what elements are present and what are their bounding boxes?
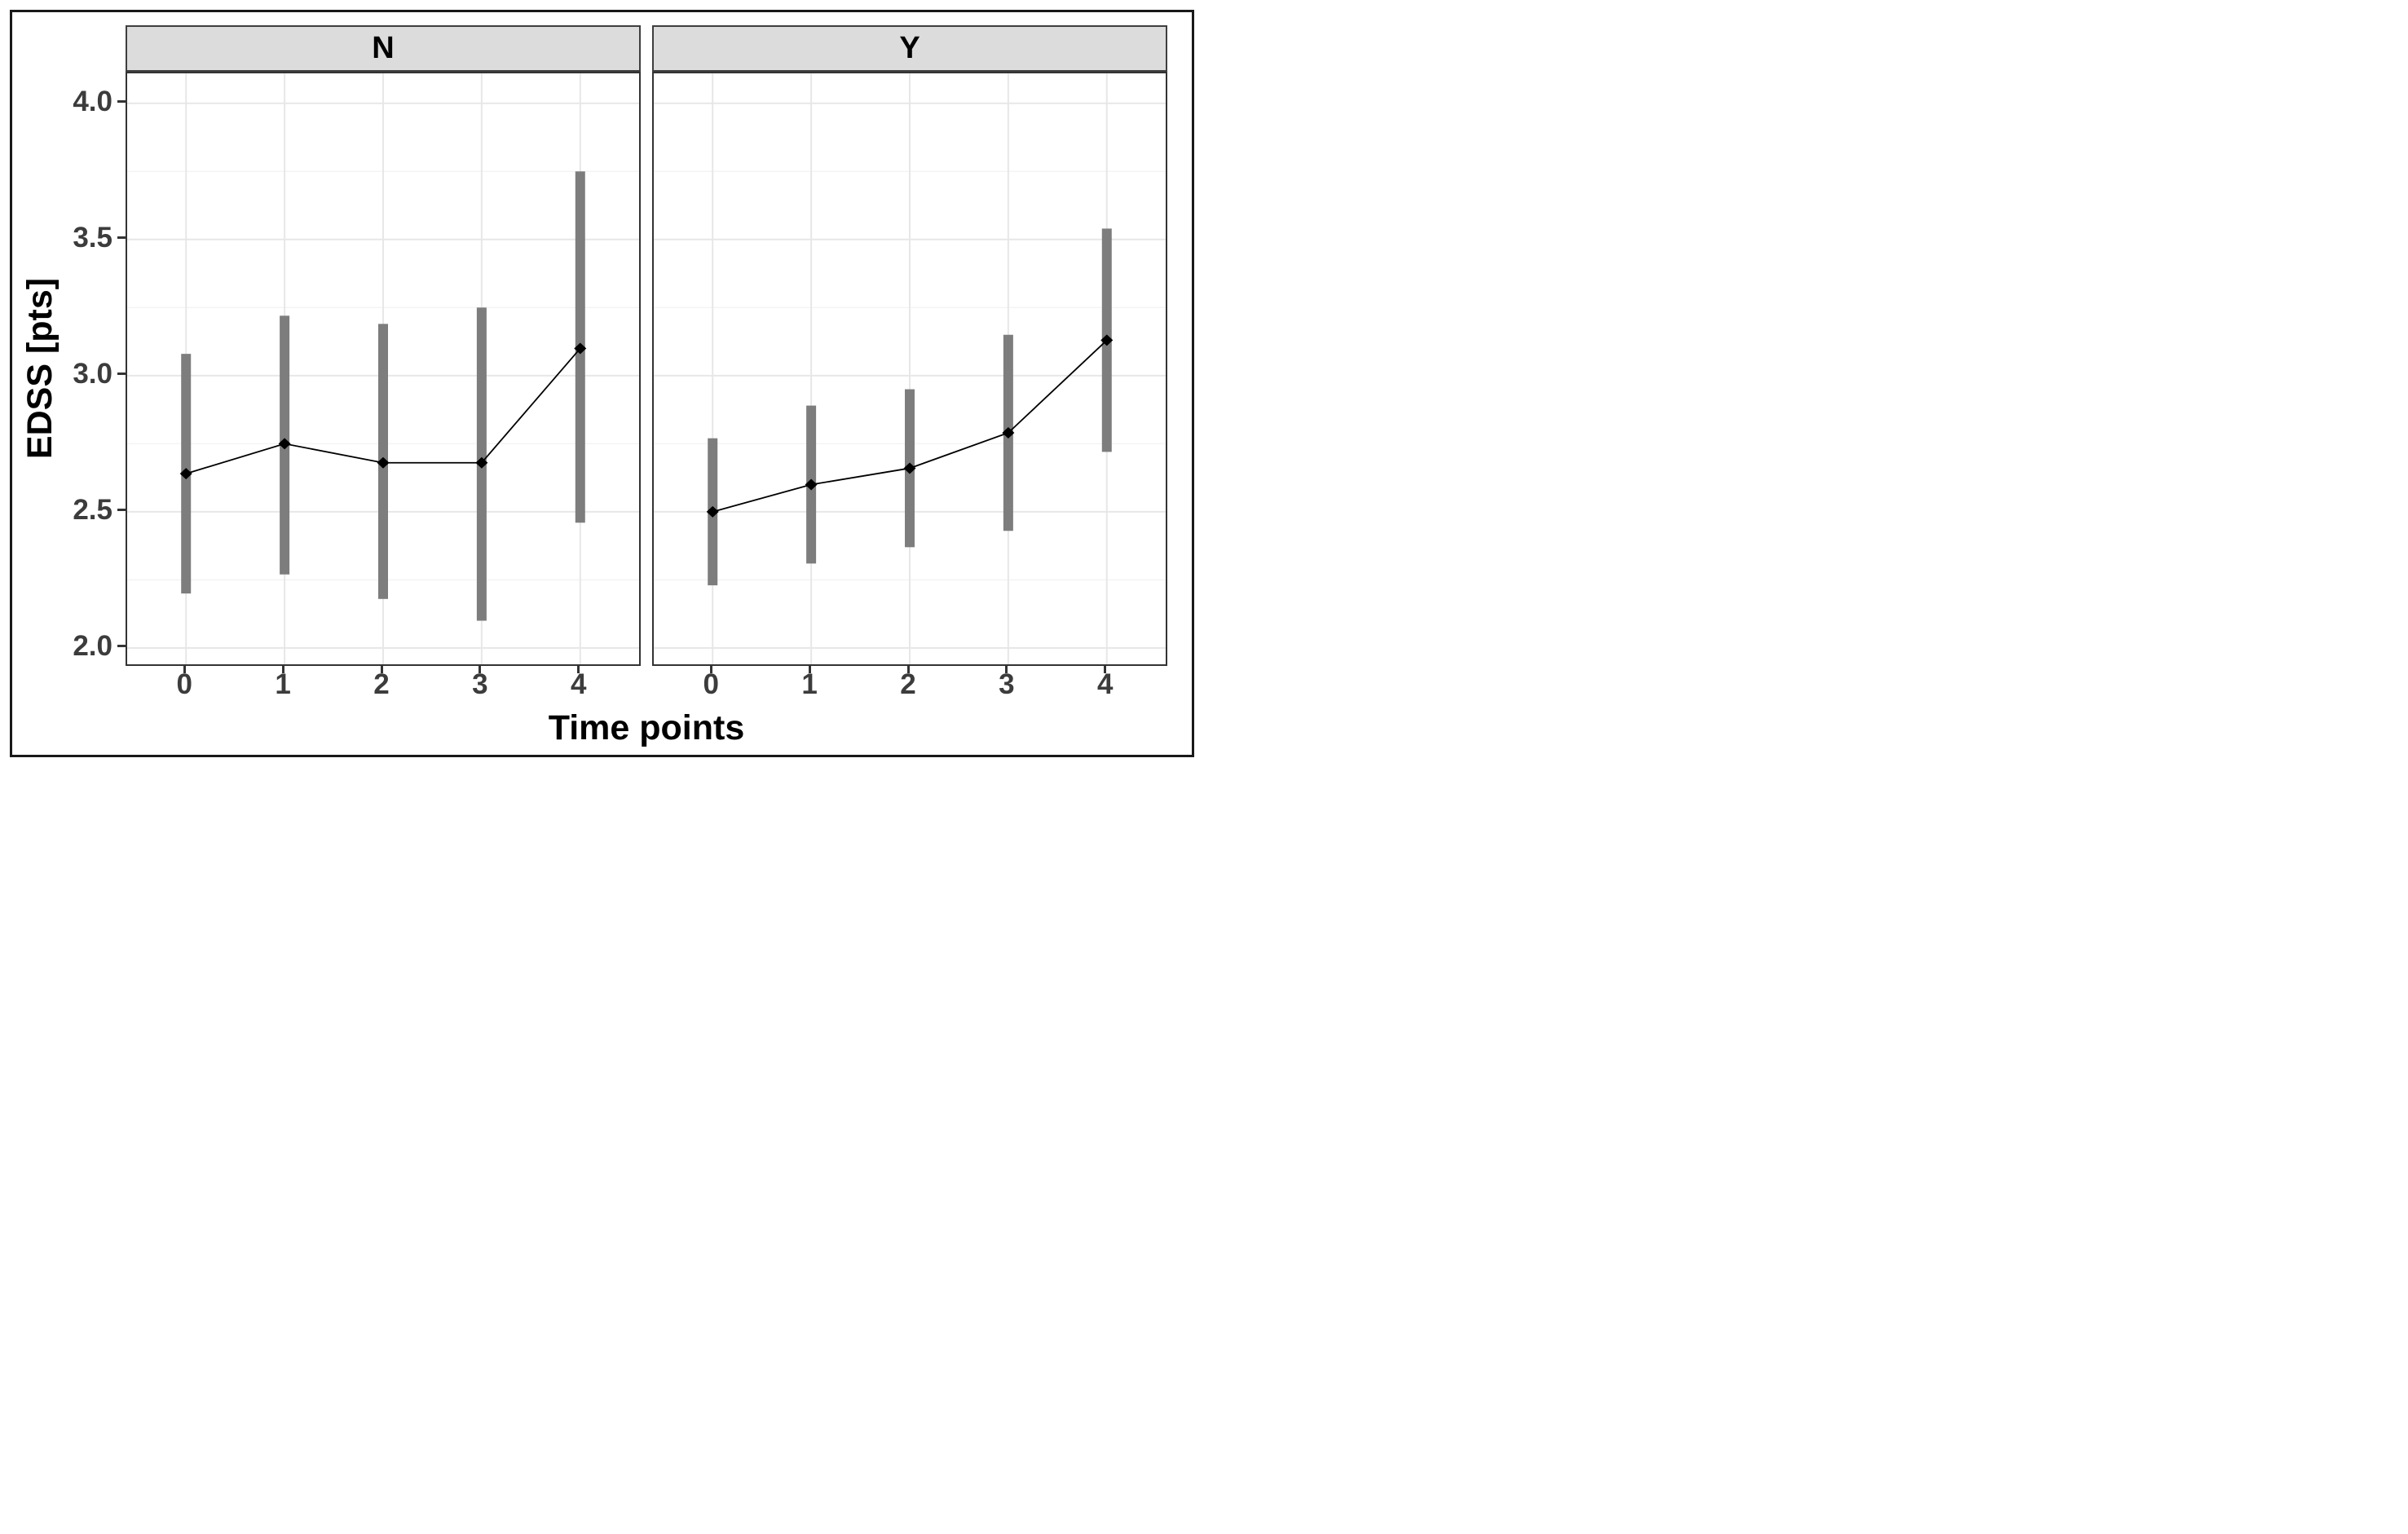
y-tick-label: 3.0 bbox=[73, 357, 112, 390]
x-tick-label: 2 bbox=[373, 668, 390, 700]
y-tick-label: 2.0 bbox=[73, 629, 112, 662]
panel-canvas bbox=[127, 73, 639, 664]
y-tick-mark bbox=[117, 645, 126, 648]
data-point bbox=[278, 438, 291, 450]
panel-n bbox=[126, 72, 641, 666]
y-tick-mark bbox=[117, 236, 126, 240]
x-tick-label: 4 bbox=[1097, 668, 1114, 700]
x-tick-label: 3 bbox=[472, 668, 488, 700]
x-tick-label: 3 bbox=[999, 668, 1015, 700]
data-point bbox=[574, 342, 587, 355]
x-tick-label: 0 bbox=[176, 668, 192, 700]
x-tick-mark bbox=[479, 666, 482, 673]
x-tick-mark bbox=[281, 666, 284, 673]
data-point bbox=[377, 456, 390, 469]
data-point bbox=[1100, 334, 1114, 346]
x-tick-mark bbox=[709, 666, 712, 673]
x-tick-mark bbox=[1005, 666, 1008, 673]
data-point bbox=[706, 505, 719, 518]
data-point bbox=[903, 462, 916, 474]
facet-strip-n: N bbox=[126, 25, 641, 72]
figure-outer-border bbox=[10, 10, 1194, 757]
x-tick-mark bbox=[380, 666, 383, 673]
data-point bbox=[179, 468, 192, 480]
x-tick-mark bbox=[906, 666, 910, 673]
panel-canvas bbox=[654, 73, 1166, 664]
y-tick-mark bbox=[117, 372, 126, 376]
x-tick-mark bbox=[577, 666, 580, 673]
y-tick-mark bbox=[117, 100, 126, 104]
x-tick-label: 1 bbox=[275, 668, 291, 700]
x-tick-label: 1 bbox=[801, 668, 818, 700]
data-point bbox=[475, 456, 488, 469]
panel-y bbox=[652, 72, 1167, 666]
x-tick-label: 4 bbox=[571, 668, 587, 700]
y-tick-mark bbox=[117, 509, 126, 512]
x-tick-mark bbox=[183, 666, 186, 673]
y-tick-label: 2.5 bbox=[73, 493, 112, 526]
y-tick-label: 3.5 bbox=[73, 221, 112, 253]
x-tick-mark bbox=[808, 666, 811, 673]
data-point bbox=[805, 478, 818, 491]
x-tick-label: 2 bbox=[900, 668, 916, 700]
data-point bbox=[1002, 427, 1015, 439]
x-tick-label: 0 bbox=[703, 668, 719, 700]
facet-strip-y: Y bbox=[652, 25, 1167, 72]
x-tick-mark bbox=[1104, 666, 1107, 673]
y-tick-label: 4.0 bbox=[73, 85, 112, 117]
x-axis-title: Time points bbox=[548, 708, 745, 747]
